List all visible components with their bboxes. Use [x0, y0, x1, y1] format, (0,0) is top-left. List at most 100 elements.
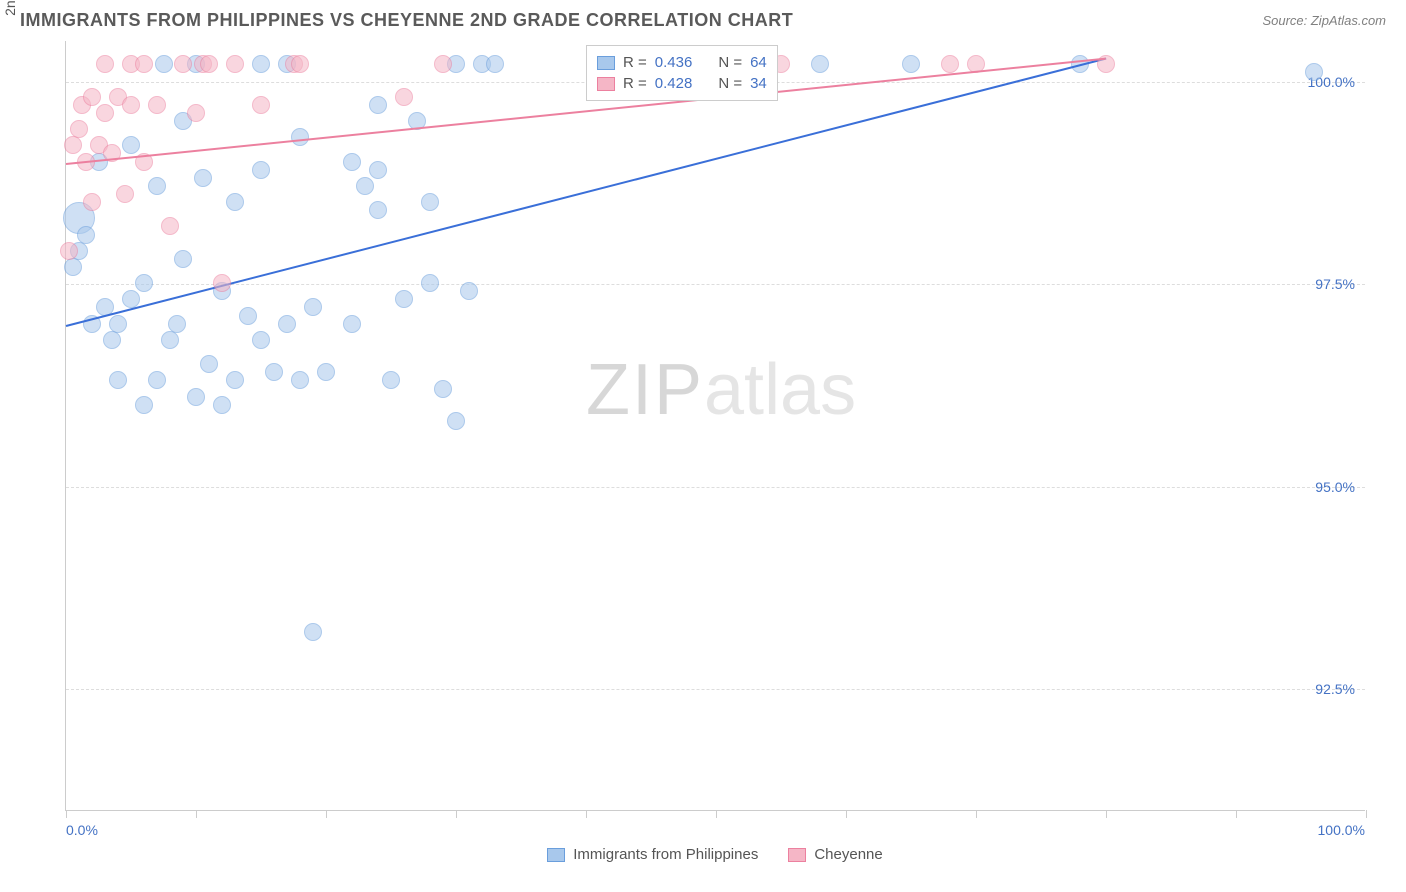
data-point [291, 128, 309, 146]
data-point [213, 396, 231, 414]
x-tick [976, 810, 977, 818]
data-point [83, 88, 101, 106]
data-point [187, 388, 205, 406]
data-point [902, 55, 920, 73]
source-label: Source: ZipAtlas.com [1262, 13, 1386, 28]
x-tick [1106, 810, 1107, 818]
data-point [395, 290, 413, 308]
data-point [356, 177, 374, 195]
data-point [187, 104, 205, 122]
data-point [96, 104, 114, 122]
legend-stats-row: R = 0.436 N = 64 [597, 52, 767, 73]
legend-item: Immigrants from Philippines [547, 846, 758, 863]
data-point [200, 355, 218, 373]
data-point [291, 55, 309, 73]
data-point [369, 96, 387, 114]
data-point [291, 371, 309, 389]
data-point [265, 363, 283, 381]
data-point [135, 396, 153, 414]
data-point [226, 193, 244, 211]
y-tick-label: 95.0% [1315, 479, 1355, 495]
r-value: 0.436 [655, 54, 693, 71]
data-point [460, 282, 478, 300]
data-point [60, 242, 78, 260]
data-point [135, 55, 153, 73]
data-point [369, 161, 387, 179]
data-point [252, 331, 270, 349]
data-point [395, 88, 413, 106]
x-min-label: 0.0% [66, 822, 98, 838]
data-point [168, 315, 186, 333]
watermark: ZIPatlas [586, 349, 856, 431]
legend-swatch [597, 56, 615, 70]
data-point [811, 55, 829, 73]
data-point [148, 96, 166, 114]
data-point [77, 226, 95, 244]
x-tick [1236, 810, 1237, 818]
gridline [66, 689, 1365, 690]
watermark-atlas: atlas [704, 350, 856, 430]
legend-label: Immigrants from Philippines [573, 846, 758, 863]
data-point [304, 298, 322, 316]
data-point [252, 161, 270, 179]
data-point [304, 623, 322, 641]
data-point [434, 380, 452, 398]
data-point [421, 193, 439, 211]
data-point [161, 217, 179, 235]
data-point [369, 201, 387, 219]
n-label: N = [718, 75, 742, 92]
x-tick [326, 810, 327, 818]
x-tick [66, 810, 67, 818]
data-point [1305, 63, 1323, 81]
data-point [194, 169, 212, 187]
y-axis-label: 2nd Grade [2, 0, 18, 16]
data-point [155, 55, 173, 73]
watermark-zip: ZIP [586, 350, 704, 430]
data-point [278, 315, 296, 333]
data-point [174, 250, 192, 268]
data-point [434, 55, 452, 73]
data-point [135, 274, 153, 292]
legend-stats-row: R = 0.428 N = 34 [597, 73, 767, 94]
data-point [382, 371, 400, 389]
data-point [70, 120, 88, 138]
data-point [103, 331, 121, 349]
data-point [213, 274, 231, 292]
data-point [83, 193, 101, 211]
r-label: R = [623, 75, 647, 92]
data-point [116, 185, 134, 203]
x-tick [586, 810, 587, 818]
legend-swatch [597, 77, 615, 91]
r-label: R = [623, 54, 647, 71]
n-label: N = [718, 54, 742, 71]
x-tick [196, 810, 197, 818]
data-point [109, 315, 127, 333]
chart-header: IMMIGRANTS FROM PHILIPPINES VS CHEYENNE … [0, 0, 1406, 36]
r-value: 0.428 [655, 75, 693, 92]
n-value: 34 [750, 75, 767, 92]
gridline [66, 487, 1365, 488]
x-tick [1366, 810, 1367, 818]
data-point [174, 55, 192, 73]
data-point [252, 55, 270, 73]
data-point [122, 96, 140, 114]
legend-stats: R = 0.436 N = 64 R = 0.428 N = 34 [586, 45, 778, 101]
legend-bottom: Immigrants from Philippines Cheyenne [65, 846, 1365, 863]
data-point [486, 55, 504, 73]
data-point [96, 55, 114, 73]
data-point [317, 363, 335, 381]
data-point [200, 55, 218, 73]
gridline [66, 284, 1365, 285]
data-point [64, 136, 82, 154]
data-point [226, 371, 244, 389]
y-tick-label: 92.5% [1315, 681, 1355, 697]
x-tick [456, 810, 457, 818]
data-point [148, 177, 166, 195]
data-point [64, 258, 82, 276]
legend-item: Cheyenne [788, 846, 882, 863]
legend-label: Cheyenne [814, 846, 882, 863]
n-value: 64 [750, 54, 767, 71]
chart-title: IMMIGRANTS FROM PHILIPPINES VS CHEYENNE … [20, 10, 793, 31]
data-point [239, 307, 257, 325]
data-point [941, 55, 959, 73]
